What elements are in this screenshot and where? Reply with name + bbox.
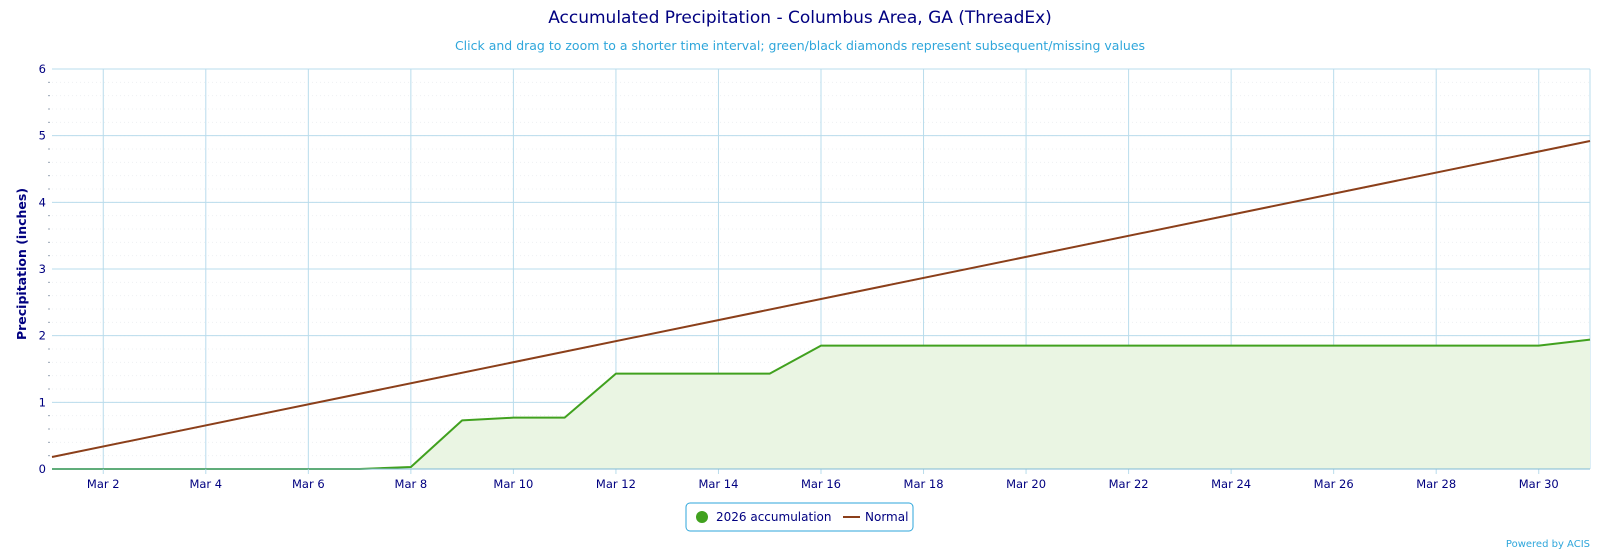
x-tick-label: Mar 22 xyxy=(1109,477,1149,491)
y-tick-label: 0 xyxy=(39,462,46,476)
x-tick-label: Mar 12 xyxy=(596,477,636,491)
y-tick-label: 4 xyxy=(39,195,46,209)
legend-circle-icon xyxy=(696,511,708,523)
x-tick-label: Mar 2 xyxy=(87,477,120,491)
legend-item-accumulation[interactable]: 2026 accumulation xyxy=(696,510,831,524)
x-tick-label: Mar 20 xyxy=(1006,477,1046,491)
x-tick-label: Mar 16 xyxy=(801,477,841,491)
chart-title: Accumulated Precipitation - Columbus Are… xyxy=(548,8,1052,28)
area-layer xyxy=(52,339,1590,469)
x-tick-label: Mar 30 xyxy=(1519,477,1559,491)
legend-box xyxy=(685,502,914,532)
y-tick-label: 2 xyxy=(39,329,46,343)
x-tick-label: Mar 18 xyxy=(904,477,944,491)
series-area-accumulation xyxy=(52,339,1590,469)
y-tick-label: 5 xyxy=(39,129,46,143)
legend-label-accumulation: 2026 accumulation xyxy=(716,510,831,524)
series-line-normal[interactable] xyxy=(51,140,1591,458)
x-tick-label: Mar 28 xyxy=(1416,477,1456,491)
axes: 0 1 2 3 4 5 6 Mar 2 Mar 4 Mar 6 Mar 8 Mar 10 Mar 12 M… xyxy=(39,62,1590,491)
y-axis-label: Precipitation (inches) xyxy=(14,188,29,340)
x-tick-label: Mar 24 xyxy=(1211,477,1251,491)
x-tick-label: Mar 6 xyxy=(292,477,325,491)
x-tick-label: Mar 10 xyxy=(493,477,533,491)
y-tick-label: 3 xyxy=(39,262,46,276)
credit-link[interactable]: Powered by ACIS xyxy=(1506,539,1590,550)
chart-subtitle: Click and drag to zoom to a shorter time… xyxy=(455,38,1145,53)
legend-label-normal: Normal xyxy=(865,510,908,524)
x-tick-label: Mar 8 xyxy=(395,477,428,491)
y-tick-label: 1 xyxy=(39,395,46,409)
y-tick-label: 6 xyxy=(39,62,46,76)
legend-item-normal[interactable]: Normal xyxy=(843,510,908,524)
x-tick-label: Mar 4 xyxy=(189,477,222,491)
x-tick-label: Mar 14 xyxy=(698,477,738,491)
x-tick-label: Mar 26 xyxy=(1314,477,1354,491)
legend[interactable]: 2026 accumulation Normal xyxy=(685,502,914,532)
